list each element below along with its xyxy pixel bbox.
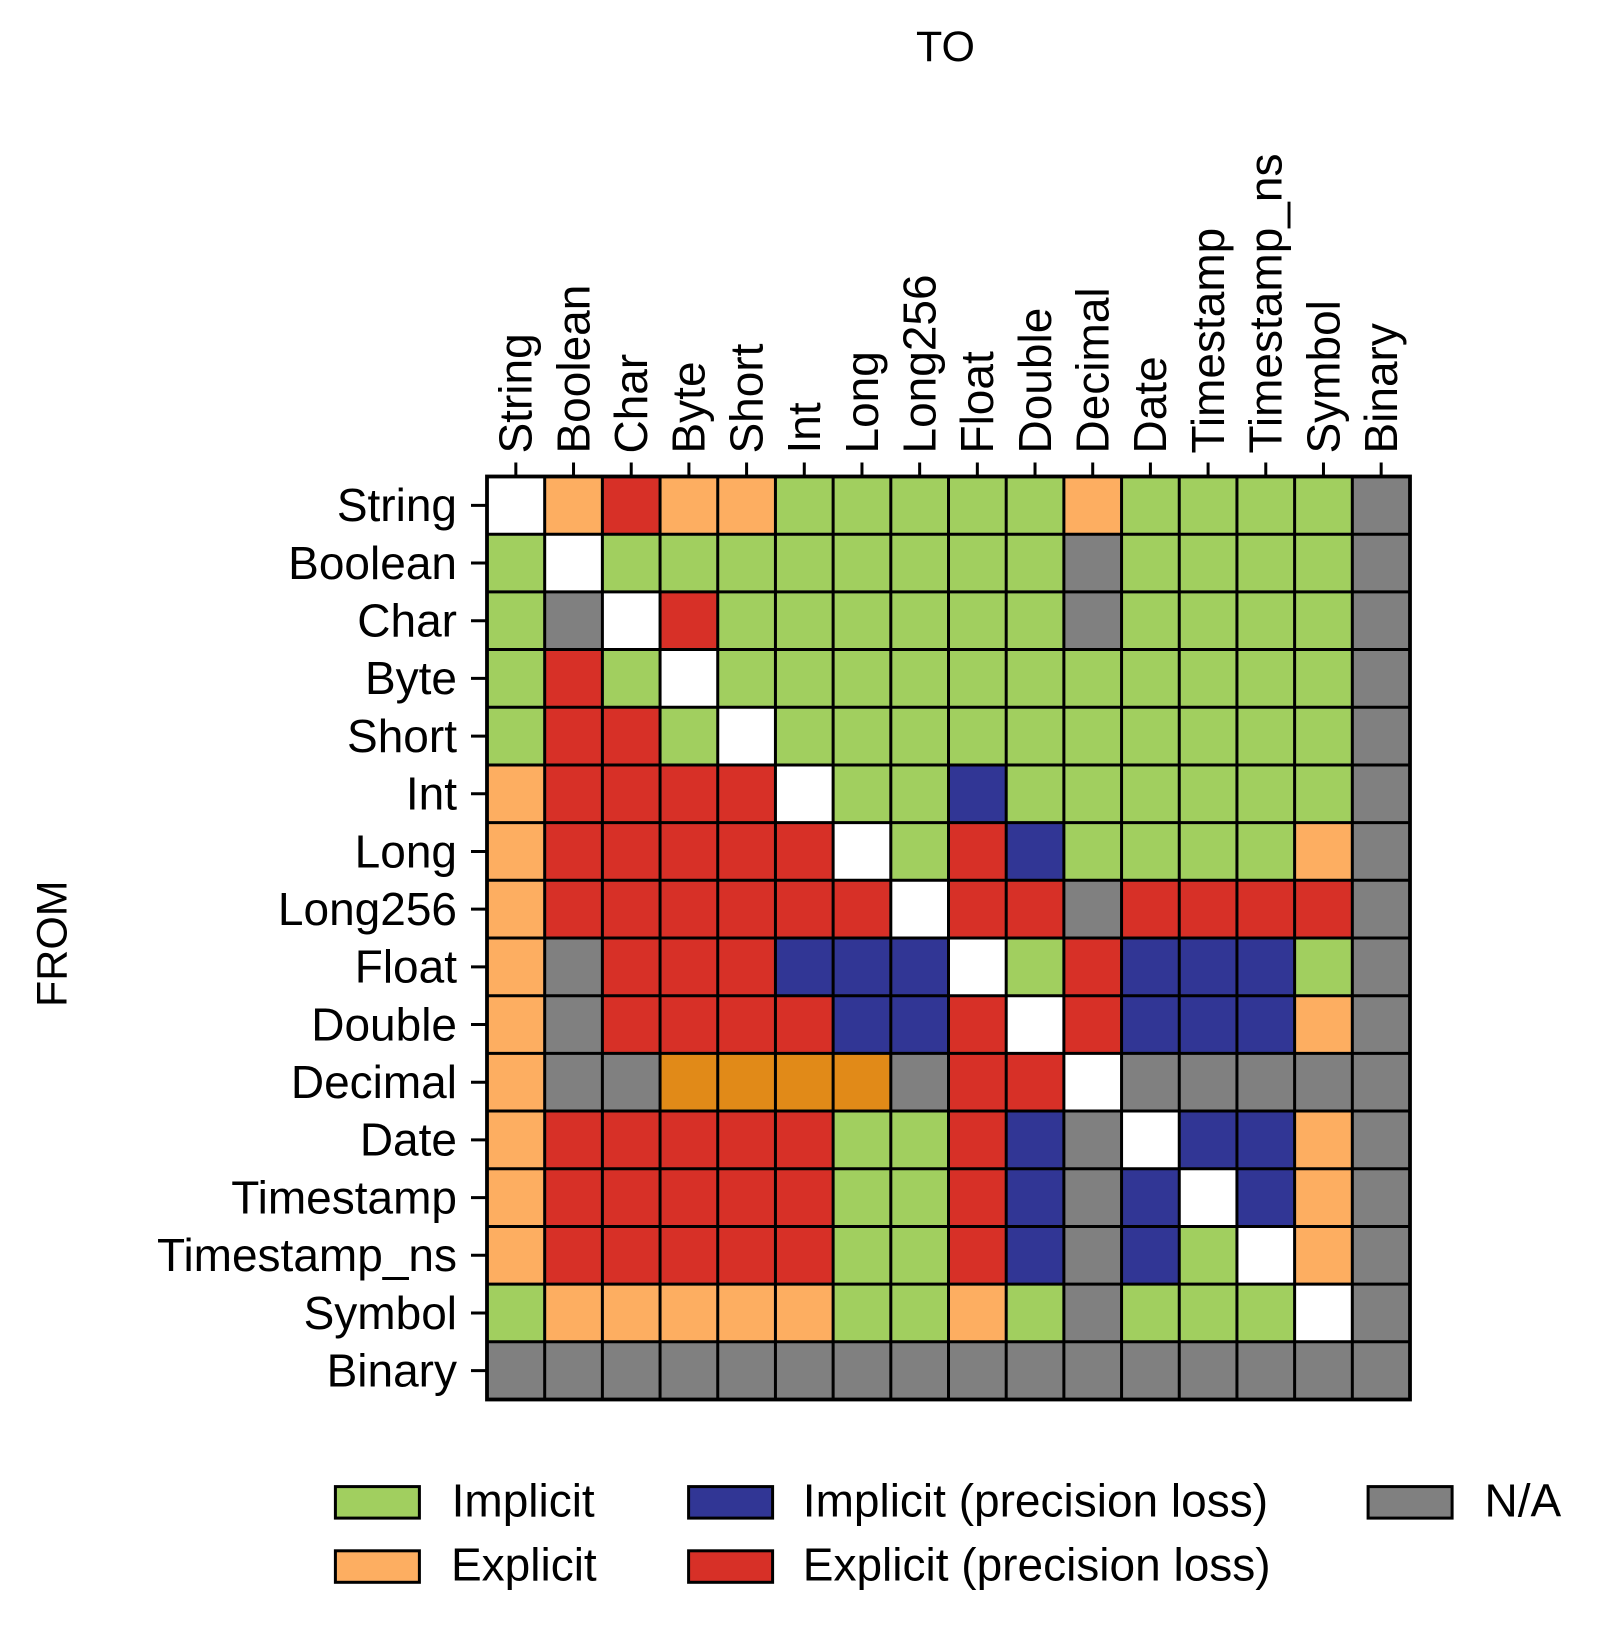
svg-text:Symbol: Symbol (304, 1287, 457, 1339)
svg-text:Int: Int (778, 402, 830, 453)
svg-text:String: String (490, 333, 542, 453)
svg-text:Implicit: Implicit (452, 1475, 595, 1527)
svg-text:Boolean: Boolean (547, 285, 599, 454)
svg-text:Binary: Binary (1355, 323, 1407, 453)
svg-text:Char: Char (357, 595, 457, 647)
svg-text:Explicit (precision loss): Explicit (precision loss) (803, 1539, 1271, 1591)
svg-text:Double: Double (311, 998, 457, 1050)
svg-text:Implicit (precision loss): Implicit (precision loss) (803, 1475, 1268, 1527)
svg-text:FROM: FROM (28, 880, 76, 1007)
svg-text:Short: Short (720, 343, 772, 453)
svg-text:Byte: Byte (663, 361, 715, 453)
svg-text:Decimal: Decimal (291, 1056, 457, 1108)
svg-text:Byte: Byte (365, 652, 457, 704)
svg-text:Float: Float (951, 351, 1003, 453)
svg-text:Float: Float (355, 941, 457, 993)
svg-text:Date: Date (360, 1114, 457, 1166)
svg-text:Long256: Long256 (893, 274, 945, 453)
svg-text:Double: Double (1009, 308, 1061, 454)
svg-text:Explicit: Explicit (451, 1539, 597, 1591)
svg-text:Symbol: Symbol (1297, 300, 1349, 453)
svg-text:Long: Long (836, 351, 888, 453)
svg-text:Timestamp_ns: Timestamp_ns (1240, 154, 1292, 454)
svg-text:String: String (337, 479, 457, 531)
svg-text:Decimal: Decimal (1067, 287, 1119, 453)
svg-text:N/A: N/A (1485, 1475, 1562, 1527)
svg-text:Binary: Binary (327, 1344, 457, 1396)
svg-text:TO: TO (916, 23, 975, 71)
svg-text:Char: Char (605, 354, 657, 454)
svg-text:Boolean: Boolean (288, 537, 457, 589)
svg-text:Int: Int (406, 768, 457, 820)
svg-text:Timestamp_ns: Timestamp_ns (157, 1229, 457, 1281)
svg-text:Date: Date (1124, 356, 1176, 453)
svg-text:Short: Short (347, 710, 457, 762)
svg-text:Timestamp: Timestamp (231, 1171, 457, 1223)
svg-text:Long: Long (355, 825, 457, 877)
svg-text:Timestamp: Timestamp (1182, 228, 1234, 454)
svg-text:Long256: Long256 (278, 883, 457, 935)
